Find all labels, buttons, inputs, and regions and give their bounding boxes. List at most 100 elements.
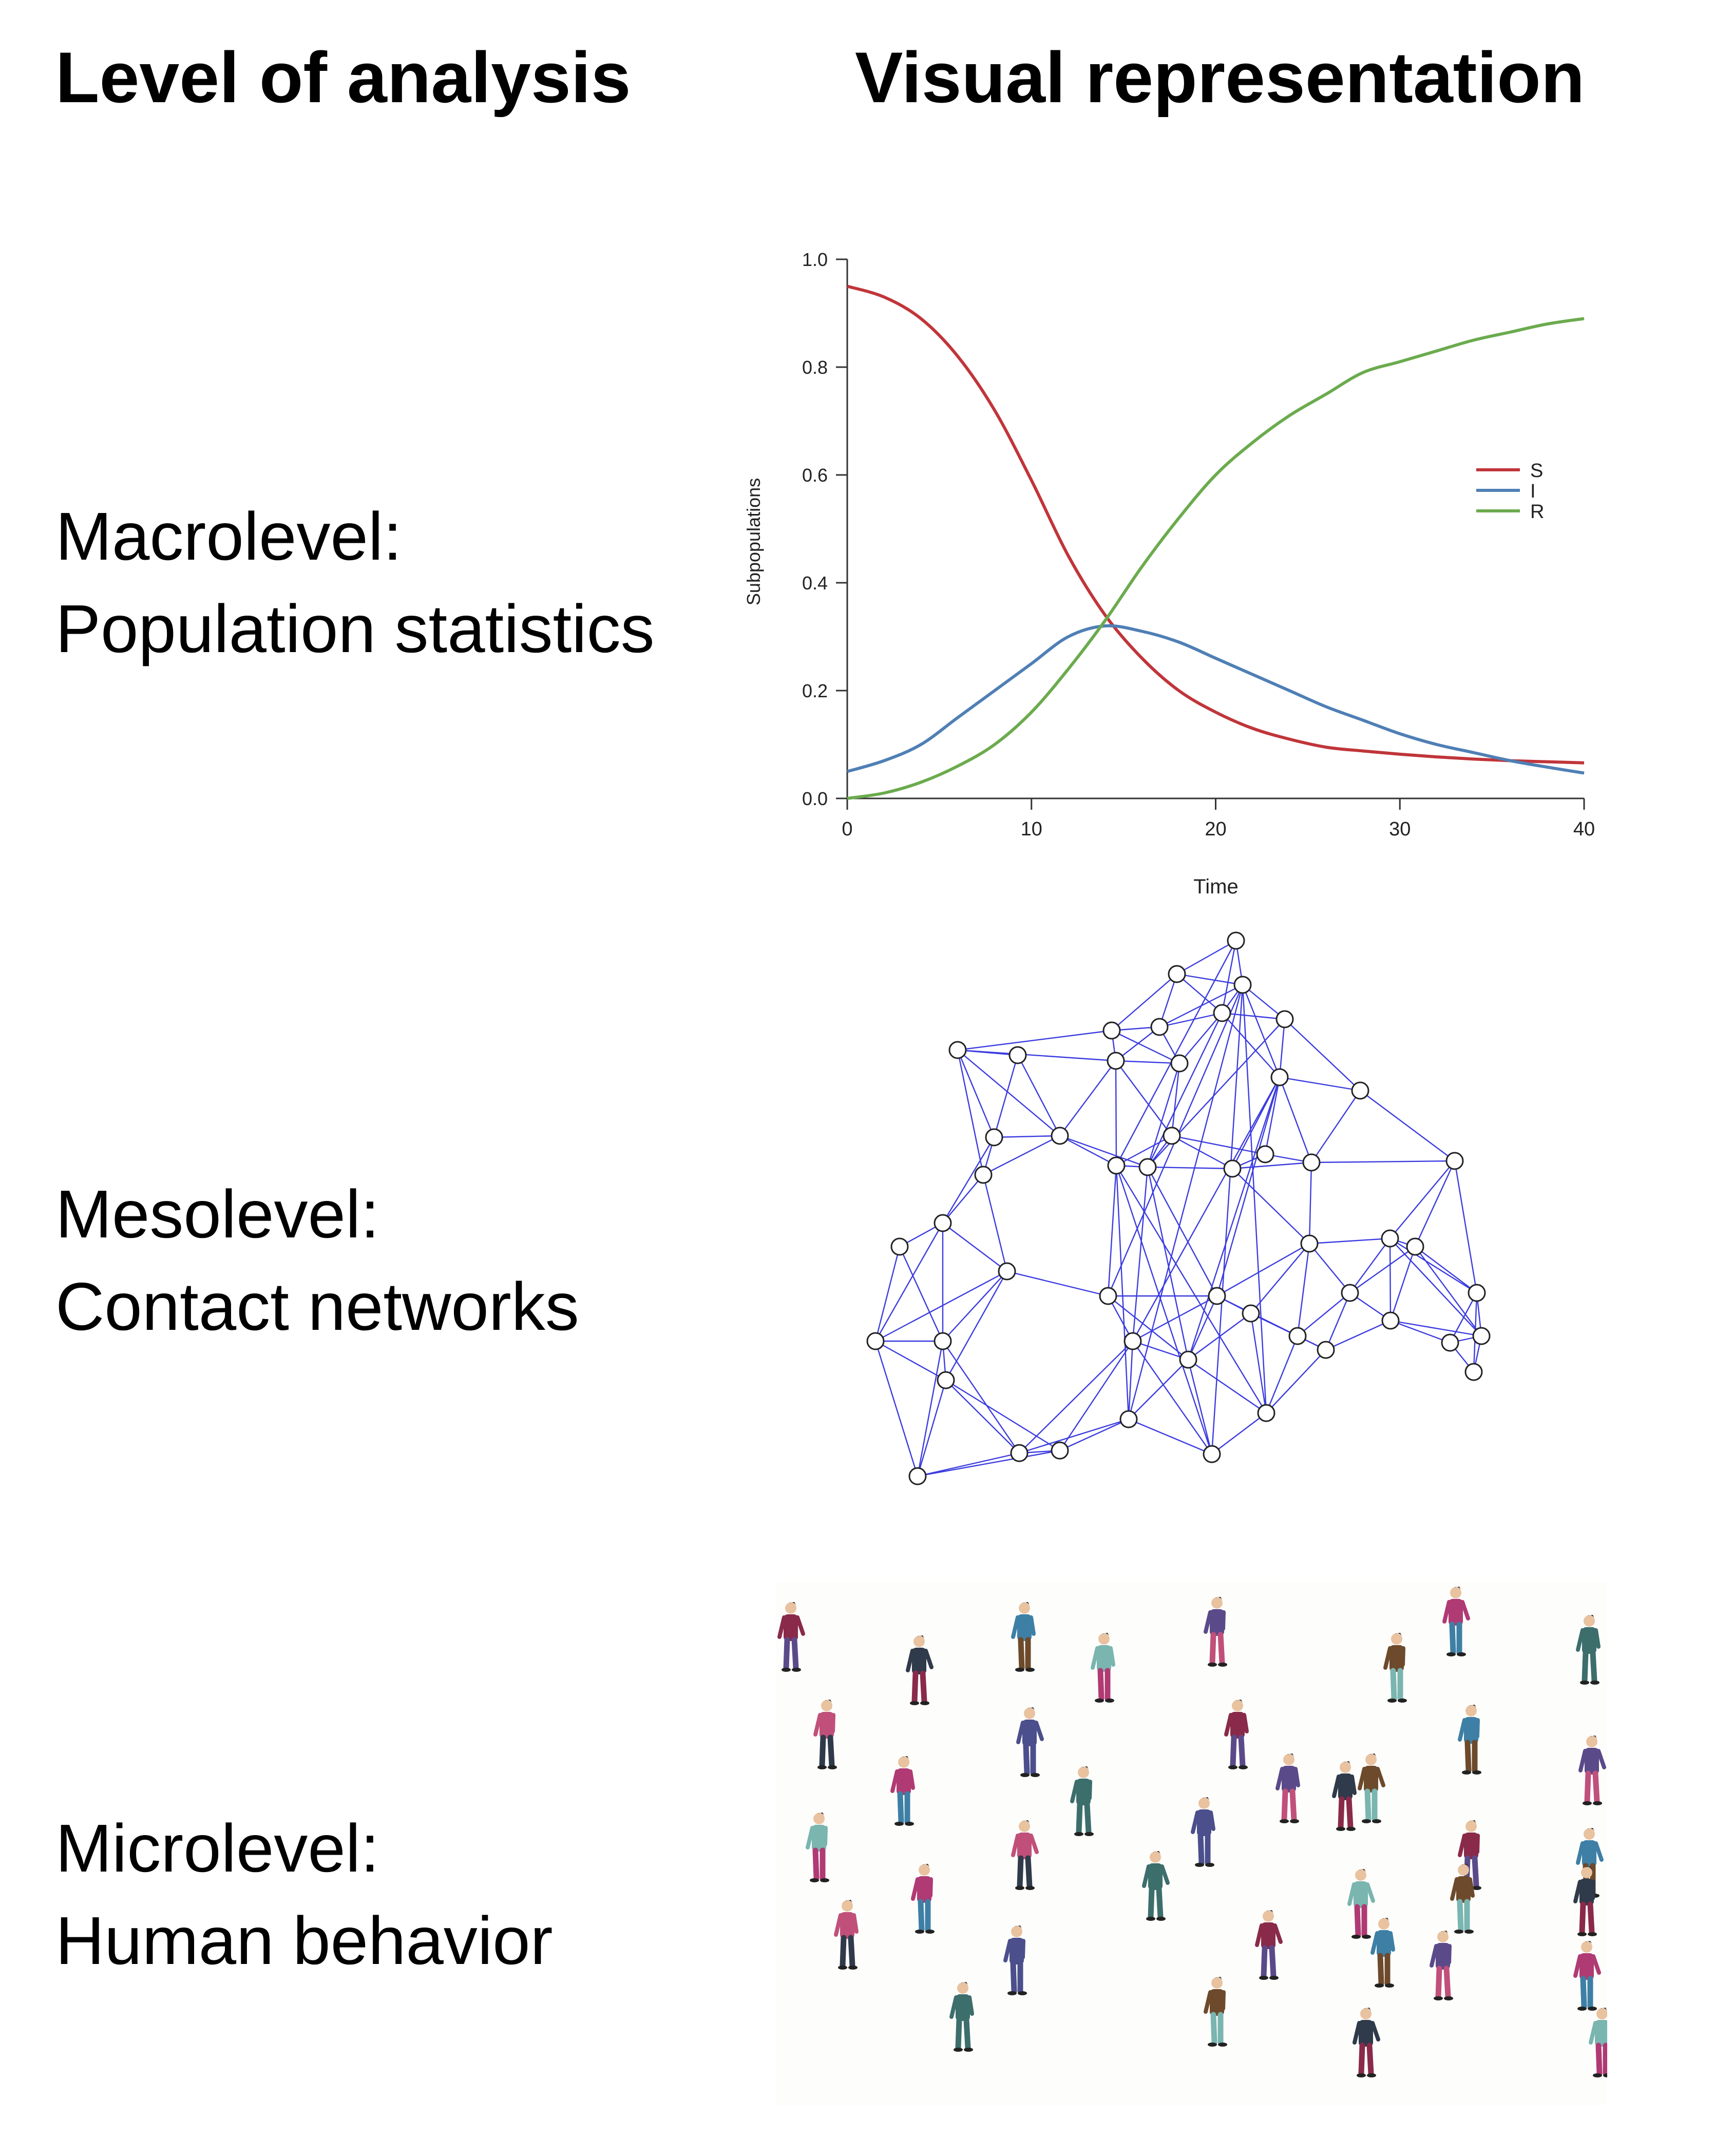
network-edge	[874, 1246, 901, 1342]
network-edge	[942, 1341, 1020, 1454]
x-tick-label: 40	[1573, 818, 1595, 840]
network-edge	[1115, 1165, 1267, 1414]
microlevel-description: Human behavior	[55, 1903, 553, 1978]
person-figure	[1358, 1753, 1385, 1823]
network-edge	[1265, 1335, 1299, 1414]
network-edge	[1297, 1292, 1350, 1337]
network-edge	[1232, 1161, 1312, 1170]
network-edge	[917, 1341, 944, 1477]
network-node	[1168, 965, 1186, 983]
network-edge	[1211, 1413, 1267, 1455]
x-tick: 40	[1573, 798, 1595, 840]
network-edge	[1059, 1341, 1133, 1451]
network-edge	[1176, 973, 1243, 986]
person-figure	[1353, 2008, 1380, 2077]
network-edge	[1349, 1246, 1416, 1293]
y-tick: 0.8	[802, 357, 847, 378]
person-figure	[1383, 1633, 1407, 1703]
network-node	[937, 1371, 955, 1389]
contact-network-graph	[866, 931, 1491, 1485]
network-node	[1208, 1287, 1226, 1305]
network-edge	[1349, 1238, 1391, 1293]
network-edge	[1158, 974, 1178, 1027]
network-edge	[1128, 1359, 1189, 1420]
legend-entry-i: I	[1476, 481, 1536, 502]
crowd-people	[777, 1587, 1607, 2077]
network-edge	[1221, 940, 1237, 1014]
network-edge	[1242, 984, 1285, 1020]
network-edge	[1389, 1237, 1477, 1294]
network-edge	[1171, 1135, 1266, 1155]
legend-label: I	[1530, 481, 1536, 502]
network-edge	[1360, 1090, 1455, 1161]
network-edge	[1284, 1019, 1361, 1091]
y-tick: 0.4	[802, 573, 847, 594]
person-figure	[911, 1864, 935, 1934]
network-node	[1341, 1284, 1359, 1302]
person-figure	[777, 1602, 805, 1672]
network-edge	[957, 1050, 984, 1175]
network-node	[1223, 1159, 1242, 1178]
network-node	[1051, 1441, 1069, 1460]
network-node	[1233, 976, 1252, 994]
network-edge	[1222, 1013, 1280, 1078]
network-edge	[994, 1135, 1060, 1138]
network-edge	[1147, 1167, 1218, 1296]
network-node	[1163, 1127, 1181, 1145]
network-edge	[1115, 1165, 1130, 1420]
person-figure	[890, 1756, 915, 1826]
network-edge	[1187, 1077, 1281, 1360]
macrolevel-label: Macrolevel: Population statistics	[55, 490, 655, 675]
legend-label: R	[1530, 501, 1544, 523]
y-tick-label: 0.8	[802, 357, 828, 378]
network-node	[1203, 1445, 1221, 1463]
network-node	[1445, 1152, 1464, 1170]
macrolevel-name: Macrolevel:	[55, 499, 402, 574]
network-node	[1138, 1158, 1157, 1176]
network-node	[1275, 1010, 1294, 1028]
network-edge	[1389, 1238, 1482, 1337]
network-node	[1213, 1004, 1231, 1022]
network-node	[866, 1332, 885, 1350]
network-edge	[1216, 1077, 1281, 1296]
network-edge	[1128, 984, 1244, 1420]
network-edge	[1187, 1359, 1213, 1455]
legend-label: S	[1530, 460, 1543, 482]
network-edge	[1132, 1077, 1281, 1342]
person-figure	[1458, 1705, 1481, 1775]
network-edge	[1242, 984, 1281, 1078]
network-node	[1317, 1341, 1335, 1359]
network-edge	[957, 1049, 1116, 1062]
network-edge	[957, 1050, 995, 1138]
network-node	[934, 1332, 952, 1350]
network-edge	[1389, 1160, 1455, 1239]
network-edge	[1019, 1418, 1129, 1454]
network-node	[1468, 1284, 1486, 1302]
network-edge	[1266, 1349, 1326, 1414]
network-edge	[1242, 984, 1267, 1414]
network-edge	[957, 1029, 1112, 1051]
person-figure	[1255, 1910, 1283, 1980]
network-edge	[942, 1174, 984, 1224]
legend-entry-r: R	[1476, 501, 1544, 523]
person-figure	[1204, 1597, 1227, 1667]
network-node	[1008, 1046, 1027, 1064]
person-figure	[1589, 2008, 1607, 2077]
network-edge	[1415, 1246, 1482, 1337]
network-node	[1242, 1304, 1260, 1323]
microlevel-name: Microlevel:	[55, 1810, 379, 1886]
network-edge	[1017, 1055, 1061, 1136]
network-edge	[1171, 1063, 1180, 1136]
person-figure	[1003, 1925, 1027, 1995]
crowd-background	[775, 1581, 1607, 2105]
network-node	[1107, 1156, 1126, 1175]
y-tick-label: 0.6	[802, 465, 828, 486]
sir-line-chart: 0.0 0.2 0.4 0.6 0.8 1.0 0 10 20 30 40 SIR Time Sub…	[743, 249, 1595, 898]
network-node	[1441, 1333, 1459, 1352]
network-node	[1302, 1153, 1321, 1172]
person-figure	[1070, 1766, 1094, 1836]
network-edge	[1132, 1341, 1212, 1455]
network-edge	[1308, 1162, 1312, 1244]
network-edge	[875, 1340, 946, 1381]
network-node	[1381, 1229, 1399, 1248]
